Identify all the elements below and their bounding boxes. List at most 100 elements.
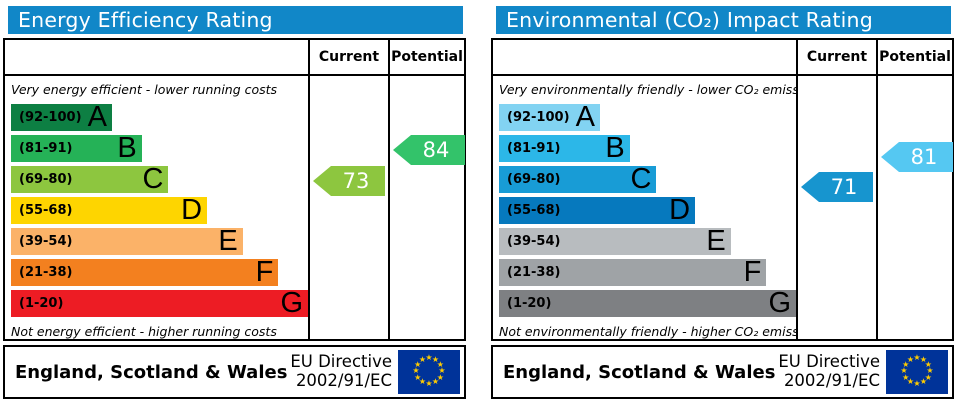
eu-star-icon: ★ xyxy=(926,366,934,375)
energy-efficiency-panel: Energy Efficiency Rating Current Potenti… xyxy=(3,6,466,404)
eu-flag-icon: ★ ★ ★ ★ ★ ★ ★ ★ ★ ★ ★ ★ xyxy=(886,350,948,394)
band-letter: C xyxy=(630,163,652,195)
co2-panel-title: Environmental (CO₂) Impact Rating xyxy=(496,6,951,34)
energy-current-arrow: 73 xyxy=(313,166,385,196)
band-letter: D xyxy=(181,194,203,226)
co2-band-e: (39-54) E xyxy=(499,225,731,257)
eu-star-icon: ★ xyxy=(431,377,440,387)
eu-directive-label: EU Directive 2002/91/EC xyxy=(778,352,880,391)
energy-band-e: (39-54) E xyxy=(11,225,243,257)
energy-current-column: 73 xyxy=(308,76,388,339)
eu-star-icon: ★ xyxy=(425,353,433,362)
band-letter: G xyxy=(280,287,303,319)
energy-band-d: (55-68) D xyxy=(11,194,208,226)
eu-star-icon: ★ xyxy=(906,354,915,364)
energy-rating-table: Current Potential Very energy efficient … xyxy=(3,38,466,341)
energy-potential-column-header: Potential xyxy=(388,40,464,74)
co2-band-d: (55-68) D xyxy=(499,194,696,226)
eu-star-icon: ★ xyxy=(418,377,427,387)
eu-star-icon: ★ xyxy=(425,379,433,388)
co2-current-column: 71 xyxy=(796,76,876,339)
eu-directive-line1: EU Directive xyxy=(778,352,880,372)
energy-current-column-header: Current xyxy=(308,40,388,74)
co2-current-arrow: 71 xyxy=(801,172,873,202)
eu-star-icon: ★ xyxy=(418,354,427,364)
co2-bands: (92-100) A (81-91) B (69-80) C (55-68) xyxy=(499,101,796,319)
eu-star-icon: ★ xyxy=(438,366,446,375)
band-letter: F xyxy=(255,256,274,288)
band-letter: F xyxy=(743,256,762,288)
co2-band-a: (92-100) A xyxy=(499,101,600,133)
band-letter: E xyxy=(706,225,726,257)
eu-star-icon: ★ xyxy=(436,372,444,382)
co2-bottom-note: Not environmentally friendly - higher CO… xyxy=(499,324,796,339)
co2-potential-value: 81 xyxy=(910,145,938,169)
energy-band-c: (69-80) C xyxy=(11,163,169,195)
co2-rating-table: Current Potential Very environmentally f… xyxy=(491,38,954,341)
band-range-label: (92-100) xyxy=(507,110,570,125)
band-range-label: (69-80) xyxy=(507,172,561,187)
band-range-label: (81-91) xyxy=(19,141,73,156)
band-letter: A xyxy=(575,101,595,133)
eu-star-icon: ★ xyxy=(900,366,908,375)
eu-directive-line2: 2002/91/EC xyxy=(783,371,880,390)
band-range-label: (39-54) xyxy=(507,234,561,249)
band-letter: B xyxy=(117,132,137,164)
band-letter: D xyxy=(669,194,691,226)
eu-star-icon: ★ xyxy=(913,353,921,362)
co2-band-g: (1-20) G xyxy=(499,287,796,319)
co2-current-value: 71 xyxy=(830,175,858,199)
energy-bottom-note: Not energy efficient - higher running co… xyxy=(11,324,277,339)
energy-current-value: 73 xyxy=(342,169,370,193)
energy-band-g: (1-20) G xyxy=(11,287,308,319)
eu-star-icon: ★ xyxy=(902,372,910,382)
eu-star-icon: ★ xyxy=(414,359,422,369)
energy-band-area: Very energy efficient - lower running co… xyxy=(5,76,308,339)
co2-current-column-header: Current xyxy=(796,40,876,74)
co2-band-b: (81-91) B xyxy=(499,132,630,164)
eu-star-icon: ★ xyxy=(913,379,921,388)
band-range-label: (55-68) xyxy=(507,203,561,218)
co2-header-spacer xyxy=(493,40,796,74)
energy-band-a: (92-100) A xyxy=(11,103,112,132)
eu-star-icon: ★ xyxy=(919,377,928,387)
energy-table-header: Current Potential xyxy=(5,40,464,76)
co2-table-header: Current Potential xyxy=(493,40,952,76)
co2-table-body: Very environmentally friendly - lower CO… xyxy=(493,76,953,339)
eu-star-icon: ★ xyxy=(414,372,422,382)
eu-star-icon: ★ xyxy=(906,377,915,387)
eu-flag-icon: ★ ★ ★ ★ ★ ★ ★ ★ ★ ★ ★ ★ xyxy=(398,350,460,394)
eu-directive-line2: 2002/91/EC xyxy=(295,371,392,390)
co2-band-area: Very environmentally friendly - lower CO… xyxy=(493,76,796,339)
eu-star-icon: ★ xyxy=(431,354,440,364)
energy-potential-value: 84 xyxy=(422,138,450,162)
band-letter: C xyxy=(142,163,164,195)
band-letter: B xyxy=(605,132,625,164)
energy-potential-column: 84 xyxy=(388,76,465,339)
co2-potential-column-header: Potential xyxy=(876,40,952,74)
region-label: England, Scotland & Wales xyxy=(503,361,776,383)
energy-potential-arrow: 84 xyxy=(393,135,465,165)
energy-band-f: (21-38) F xyxy=(11,256,279,288)
band-range-label: (39-54) xyxy=(19,234,73,249)
band-letter: E xyxy=(218,225,238,257)
energy-bands: (92-100) A (81-91) B (69-80) C (55-68) xyxy=(11,103,308,319)
co2-potential-column: 81 xyxy=(876,76,953,339)
eu-star-icon: ★ xyxy=(924,359,932,369)
band-range-label: (92-100) xyxy=(19,110,82,125)
band-range-label: (69-80) xyxy=(19,172,73,187)
energy-header-spacer xyxy=(5,40,308,74)
band-letter: G xyxy=(768,287,791,319)
region-label: England, Scotland & Wales xyxy=(15,361,288,383)
energy-top-note: Very energy efficient - lower running co… xyxy=(11,82,278,97)
band-range-label: (81-91) xyxy=(507,141,561,156)
band-range-label: (1-20) xyxy=(19,296,64,311)
co2-footer: England, Scotland & Wales EU Directive 2… xyxy=(491,345,954,399)
eu-star-icon: ★ xyxy=(924,372,932,382)
eu-star-icon: ★ xyxy=(436,359,444,369)
co2-potential-arrow: 81 xyxy=(881,142,953,172)
energy-table-body: Very energy efficient - lower running co… xyxy=(5,76,465,339)
eu-directive-label: EU Directive 2002/91/EC xyxy=(290,352,392,391)
band-range-label: (1-20) xyxy=(507,296,552,311)
